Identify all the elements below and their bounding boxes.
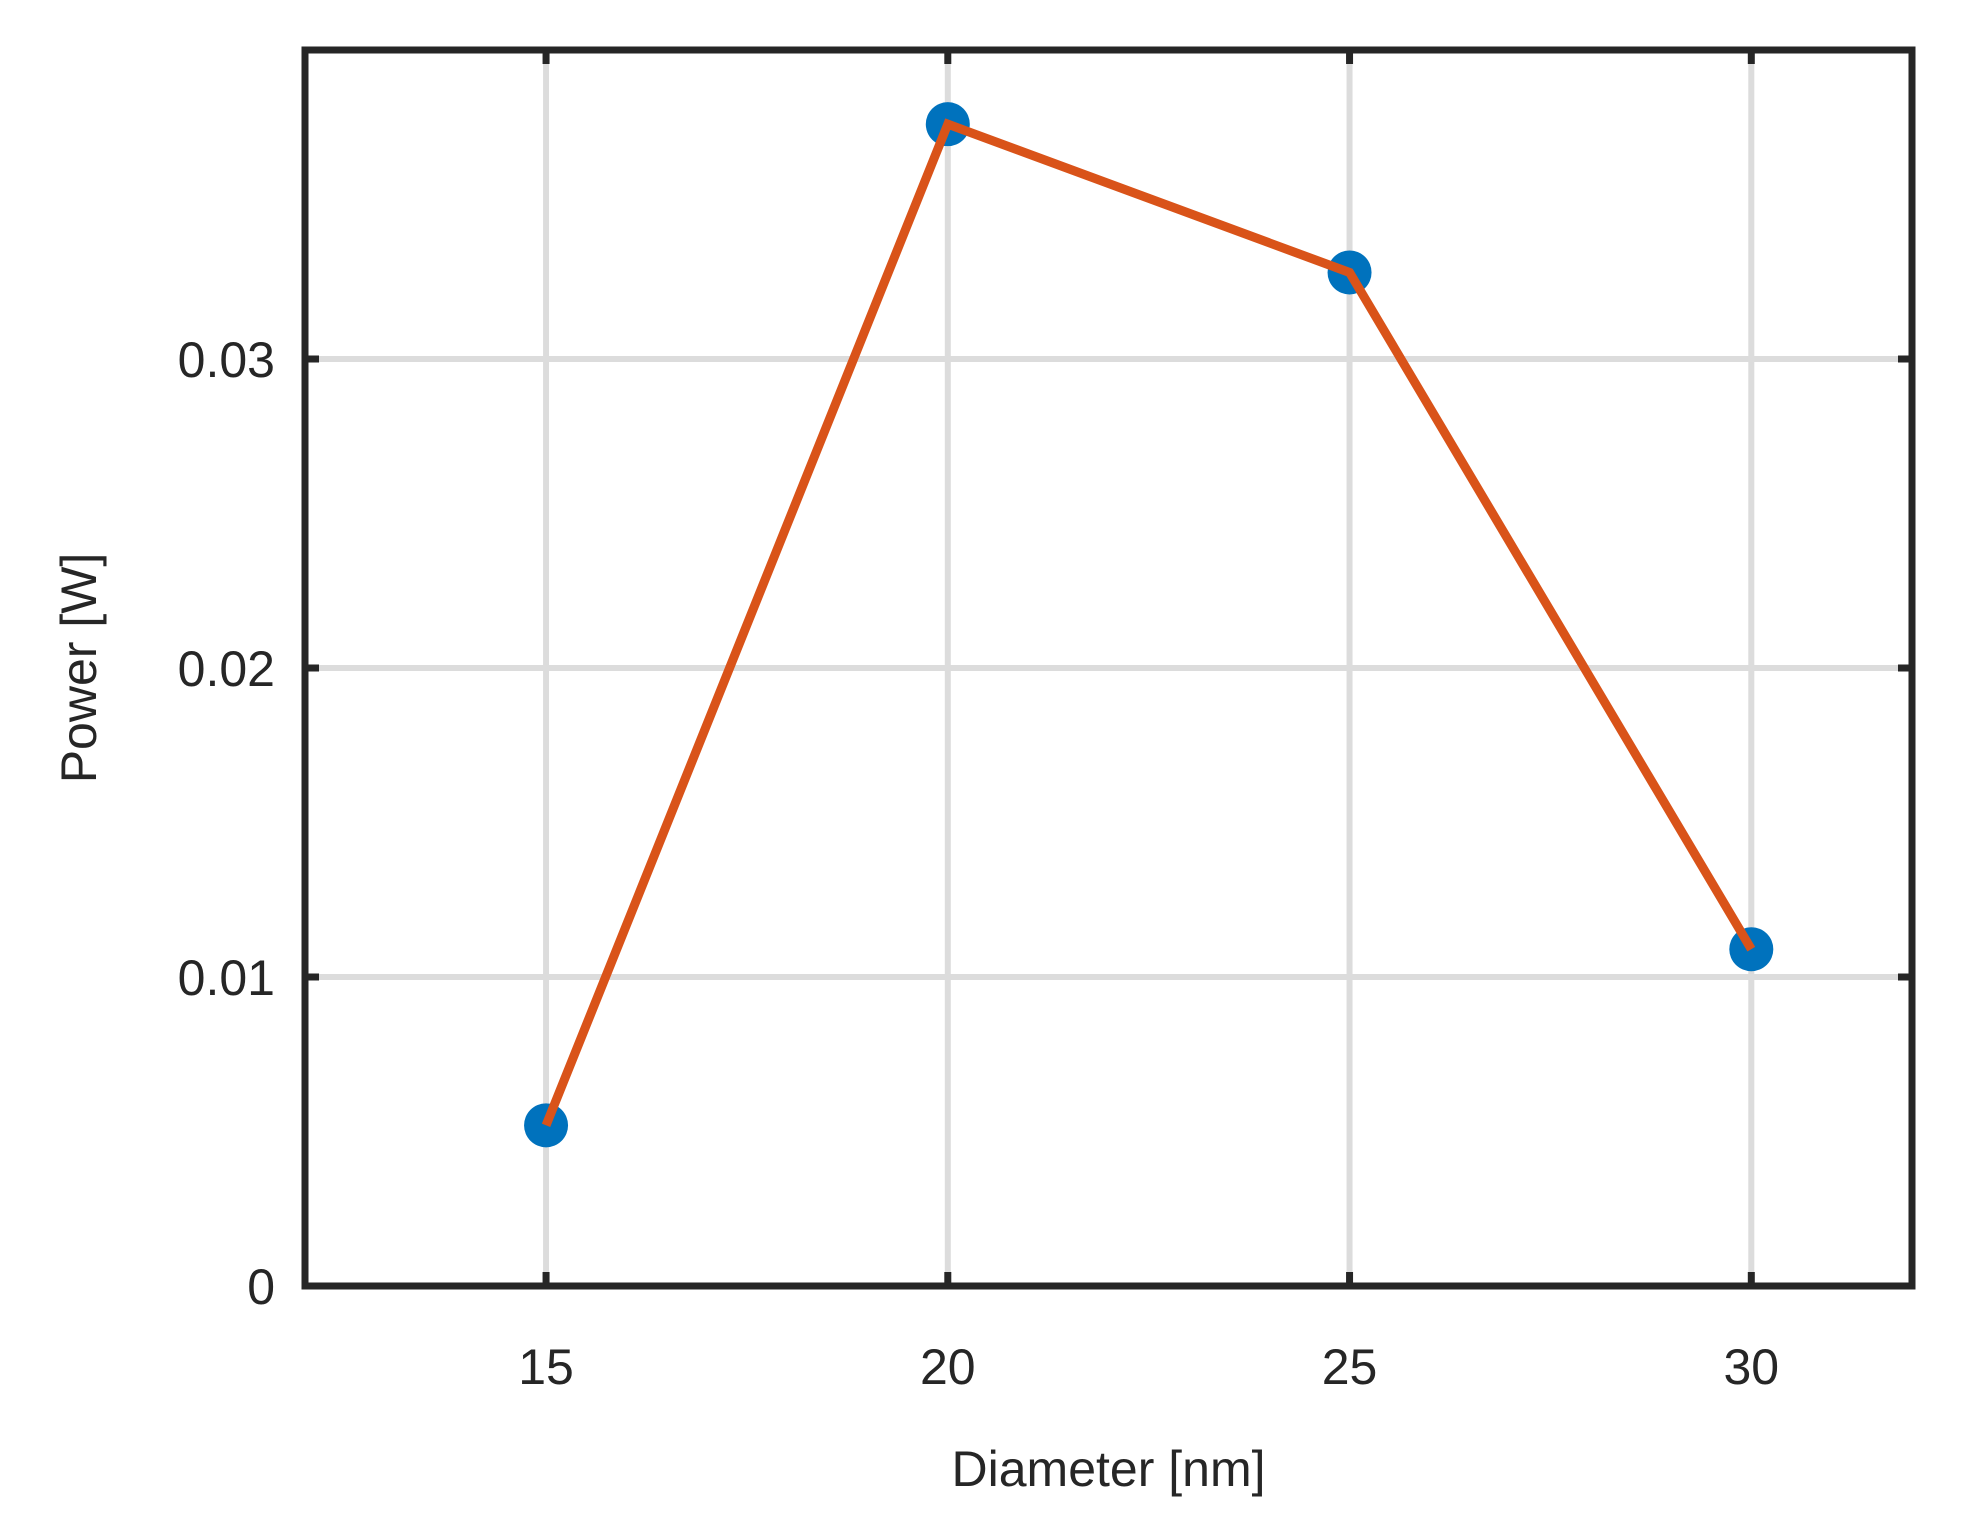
grid-lines — [305, 50, 1912, 1286]
x-tick-label: 20 — [920, 1339, 976, 1395]
x-tick-label: 15 — [518, 1339, 574, 1395]
y-tick-label: 0.01 — [178, 950, 275, 1006]
series-line — [541, 118, 1756, 1127]
x-tick-label: 25 — [1322, 1339, 1378, 1395]
y-tick-label: 0 — [247, 1259, 275, 1315]
series-layer — [524, 102, 1774, 1148]
x-tick-label: 30 — [1723, 1339, 1779, 1395]
y-axis-label: Power [W] — [51, 553, 107, 784]
x-axis-label: Diameter [nm] — [952, 1441, 1266, 1497]
axis-ticks: 15 20 25 30 0 0.01 0.02 0.03 — [178, 50, 1912, 1395]
y-tick-label: 0.03 — [178, 332, 275, 388]
y-tick-label: 0.02 — [178, 641, 275, 697]
